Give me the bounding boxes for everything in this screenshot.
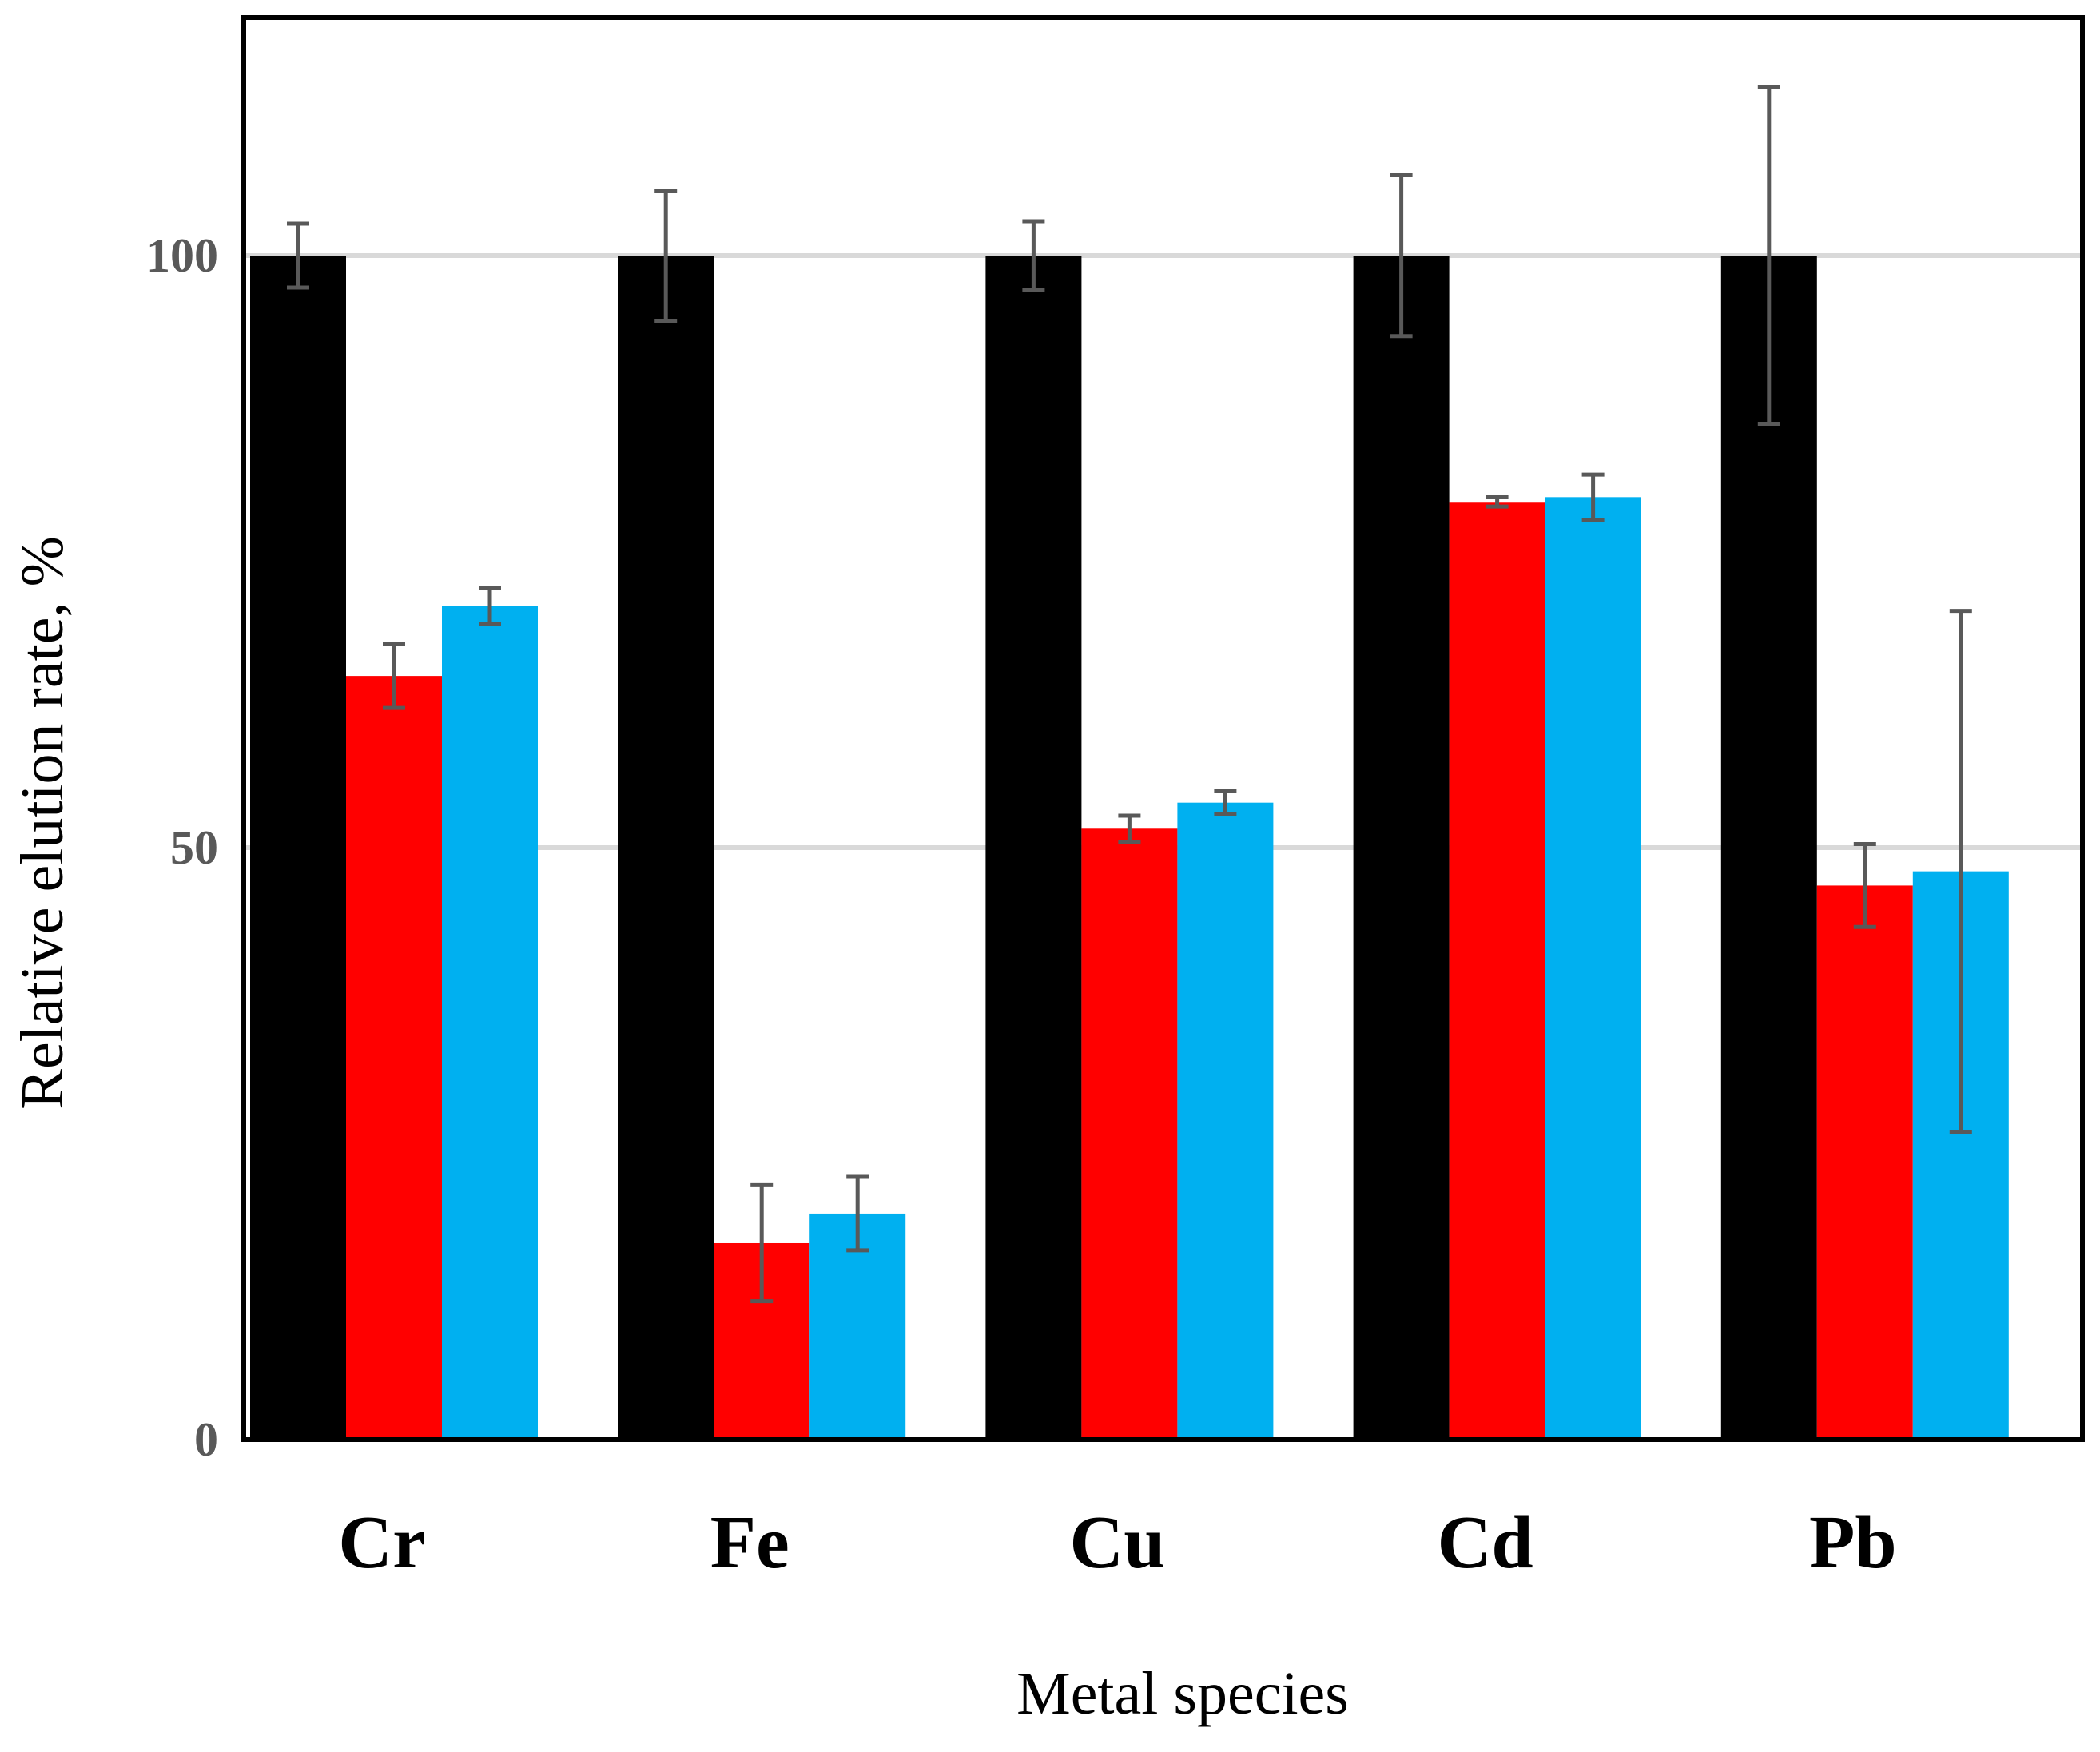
error-bar-pb-series-2	[1853, 842, 1876, 929]
error-bar-cu-series-1	[1022, 219, 1045, 292]
x-category-label-cu: Cu	[1069, 1501, 1165, 1584]
error-bar-cr-series-3	[479, 586, 501, 626]
error-bar-cr-series-1	[287, 221, 309, 290]
bar-cd-series-3	[1545, 497, 1641, 1440]
bar-cr-series-2	[346, 676, 442, 1440]
error-bars	[287, 85, 1972, 1304]
y-axis-title: Relative elution rate, %	[9, 536, 76, 1110]
bar-pb-series-1	[1720, 256, 1817, 1440]
error-bar-cd-series-2	[1486, 495, 1509, 509]
y-tick-label: 0	[194, 1413, 218, 1466]
x-category-label-cd: Cd	[1438, 1501, 1533, 1584]
y-axis-tick-labels: 0 50 100	[146, 229, 218, 1466]
bar-pb-series-2	[1816, 885, 1913, 1440]
error-bar-fe-series-2	[750, 1182, 774, 1304]
bar-cu-series-2	[1081, 828, 1178, 1440]
bar-cr-series-3	[442, 606, 538, 1440]
error-bar-cr-series-2	[383, 642, 405, 710]
y-tick-label: 50	[170, 821, 218, 874]
bar-cr-series-1	[250, 256, 346, 1440]
error-bar-pb-series-1	[1757, 85, 1780, 426]
bar-fe-series-1	[618, 256, 714, 1440]
bar-cd-series-2	[1449, 502, 1545, 1440]
error-bar-cd-series-1	[1390, 173, 1413, 339]
bar-cu-series-3	[1177, 802, 1274, 1440]
x-axis-category-labels: Cr Fe Cu Cd Pb	[338, 1501, 1896, 1584]
y-tick-label: 100	[146, 229, 218, 282]
error-bar-fe-series-3	[846, 1174, 869, 1253]
error-bar-pb-series-3	[1949, 609, 1972, 1134]
x-axis-title: Metal species	[1016, 1660, 1349, 1727]
error-bar-fe-series-1	[654, 188, 678, 324]
x-category-label-cr: Cr	[338, 1501, 426, 1584]
bars	[250, 256, 2009, 1440]
error-bar-cd-series-3	[1581, 472, 1605, 522]
bar-cu-series-1	[985, 256, 1082, 1440]
x-category-label-pb: Pb	[1809, 1501, 1897, 1584]
error-bar-cu-series-3	[1214, 789, 1237, 817]
error-bar-cu-series-2	[1118, 813, 1141, 844]
x-category-label-fe: Fe	[710, 1501, 789, 1584]
bar-cd-series-1	[1353, 256, 1450, 1440]
